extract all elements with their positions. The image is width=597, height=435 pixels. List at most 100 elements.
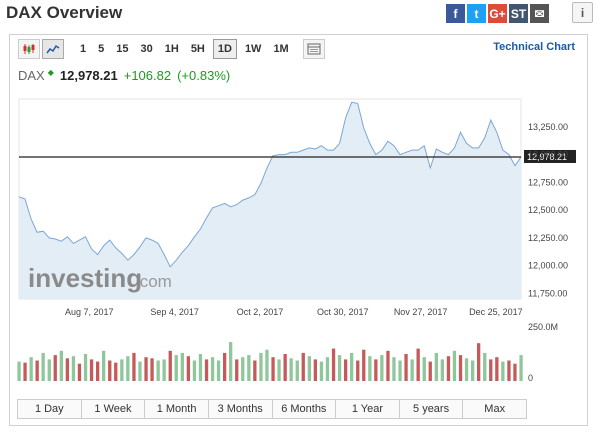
volume-bar (507, 360, 511, 381)
y-tick-label: 12,000.00 (528, 261, 568, 271)
volume-bar (422, 357, 426, 381)
quote-price: 12,978.21 (59, 68, 118, 83)
period-button-1d[interactable]: 1D (212, 39, 237, 59)
quote-change-percent: (+0.83%) (177, 68, 231, 83)
volume-bar (368, 356, 372, 381)
volume-bar (489, 359, 493, 381)
x-tick-label: Nov 27, 2017 (394, 307, 448, 317)
volume-bar (96, 361, 100, 381)
volume-bar (126, 356, 130, 381)
volume-bar (404, 354, 408, 381)
investing-watermark: investing .com (28, 263, 172, 293)
period-button-30[interactable]: 30 (140, 43, 153, 55)
twitter-share-button[interactable]: t (467, 4, 486, 23)
volume-bar (150, 358, 154, 381)
volume-bar (41, 352, 45, 381)
page-title: DAX Overview (6, 3, 123, 22)
x-tick-label: Aug 7, 2017 (65, 307, 114, 317)
facebook-share-button[interactable]: f (446, 4, 465, 23)
volume-bar (59, 350, 63, 381)
volume-bar (77, 363, 82, 381)
period-button-5[interactable]: 5 (98, 43, 105, 55)
volume-bar (198, 354, 203, 381)
y-tick-label: 12,500.00 (528, 205, 568, 215)
stocktwits-share-button[interactable]: ST (509, 4, 528, 23)
chart-settings-button[interactable] (302, 39, 325, 59)
volume-bar (428, 361, 432, 381)
current-price-label: 12,978.21 (527, 152, 567, 162)
volume-bar (295, 360, 299, 381)
volume-bar (102, 350, 106, 381)
email-share-button[interactable]: ✉ (530, 4, 549, 23)
google-plus-share-button[interactable]: G+ (488, 4, 507, 23)
volume-bar (216, 360, 221, 381)
info-button[interactable]: i (572, 2, 593, 23)
up-arrow-icon: ◆ (47, 68, 54, 77)
x-tick-label: Oct 2, 2017 (237, 307, 284, 317)
range-button-5-years[interactable]: 5 years (399, 400, 464, 418)
volume-bar (229, 342, 233, 381)
area-chart-icon (46, 44, 60, 54)
volume-bar (446, 356, 451, 381)
area-chart-button[interactable] (42, 39, 64, 59)
volume-bar (29, 357, 33, 381)
google-plus-icon: G+ (489, 6, 506, 21)
volume-bar (464, 358, 469, 381)
period-button-1h[interactable]: 1H (164, 43, 179, 55)
volume-bar (416, 348, 420, 381)
volume-bar (337, 355, 342, 381)
volume-bar (120, 359, 124, 381)
volume-bar (501, 361, 505, 381)
volume-bar (180, 352, 184, 381)
period-button-1m[interactable]: 1M (273, 43, 289, 55)
volume-bar (483, 352, 487, 381)
volume-bar (440, 359, 444, 381)
chart-panel: 1 5 15 30 1H 5H 1D 1W 1M Technical Chart DAX ◆ 1… (9, 34, 588, 426)
volume-bar (247, 355, 251, 381)
volume-bar (374, 359, 378, 381)
watermark-brand: investing (28, 263, 142, 293)
current-price-box (524, 149, 576, 163)
share-buttons: f t G+ ST ✉ (446, 4, 549, 24)
table-icon (307, 43, 321, 55)
quote-line: DAX ◆ 12,978.21 +106.82 (+0.83%) (18, 68, 230, 83)
volume-bar (362, 349, 366, 381)
range-button-max[interactable]: Max (463, 400, 526, 418)
candlestick-chart-button[interactable] (18, 39, 40, 59)
range-button-1-day[interactable]: 1 Day (18, 400, 82, 418)
range-button-1-month[interactable]: 1 Month (145, 400, 209, 418)
volume-bar (398, 360, 402, 381)
period-button-1[interactable]: 1 (80, 43, 87, 55)
x-tick-label: Dec 25, 2017 (469, 307, 523, 317)
volume-bar (162, 359, 166, 381)
volume-bar (519, 355, 523, 381)
volume-bar (241, 357, 245, 381)
volume-bar (471, 360, 475, 381)
volume-bar (259, 352, 263, 381)
volume-bar (331, 348, 336, 381)
period-button-15[interactable]: 15 (116, 43, 129, 55)
x-tick-label: Sep 4, 2017 (150, 307, 199, 317)
volume-bar (114, 362, 118, 381)
price-chart[interactable]: investing .com 12,978.21 13,250.00 13,000… (10, 91, 587, 401)
volume-bar (23, 362, 27, 381)
range-button-1-week[interactable]: 1 Week (81, 400, 146, 418)
email-icon: ✉ (534, 6, 545, 21)
volume-bar (513, 363, 517, 381)
price-line (18, 101, 522, 268)
volume-bar (325, 357, 330, 381)
period-button-1w[interactable]: 1W (244, 43, 262, 55)
range-button-6-months[interactable]: 6 Months (272, 400, 337, 418)
y-tick-label: 13,250.00 (528, 122, 568, 132)
y-tick-label: 12,250.00 (528, 233, 568, 243)
volume-bar (144, 357, 148, 381)
volume-bar (477, 343, 481, 381)
period-button-5h[interactable]: 5H (190, 43, 205, 55)
technical-chart-link[interactable]: Technical Chart (493, 41, 575, 53)
volume-bar (386, 350, 390, 381)
y-tick-label: 11,750.00 (528, 288, 567, 298)
quote-change: +106.82 (123, 68, 172, 83)
range-button-3-months[interactable]: 3 Months (208, 400, 273, 418)
volume-bar (356, 360, 360, 381)
range-button-1-year[interactable]: 1 Year (336, 400, 400, 418)
